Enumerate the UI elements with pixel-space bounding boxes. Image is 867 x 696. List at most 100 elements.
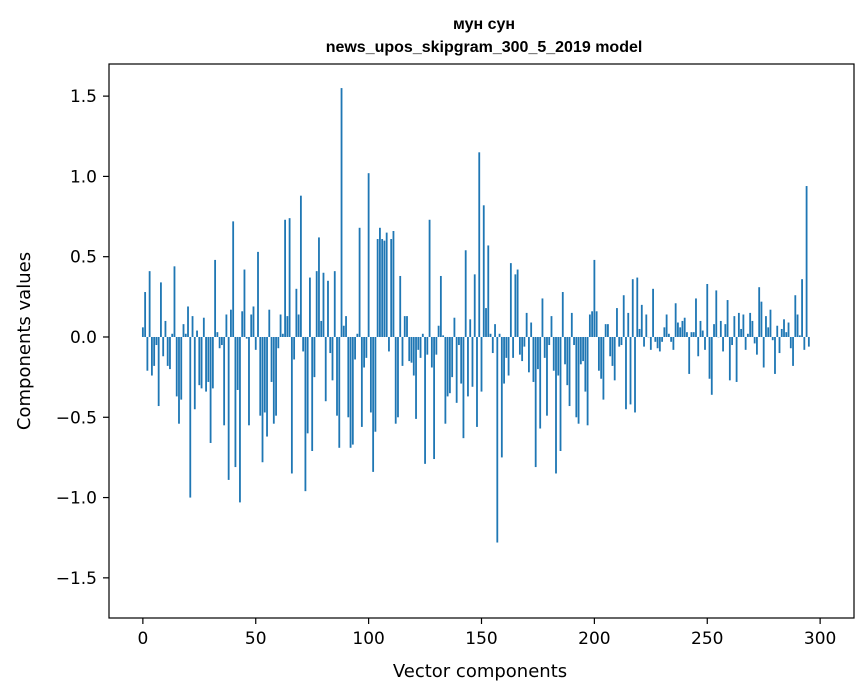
bar-269	[749, 312, 752, 337]
bar-177	[541, 298, 544, 337]
bar-97	[360, 336, 363, 427]
bar-294	[805, 186, 808, 337]
bar-107	[383, 240, 386, 337]
bar-95	[356, 333, 359, 337]
bar-146	[471, 336, 474, 387]
bar-14	[173, 266, 176, 337]
x-tick-label: 200	[578, 629, 610, 649]
bar-143	[464, 250, 467, 337]
bar-229	[658, 336, 661, 352]
bar-173	[532, 336, 535, 382]
bar-216	[629, 336, 632, 405]
bar-147	[473, 274, 476, 337]
bar-250	[706, 283, 709, 337]
bar-45	[243, 269, 246, 337]
bar-223	[645, 314, 648, 337]
bar-149	[478, 152, 481, 337]
bar-98	[363, 336, 366, 368]
bar-211	[618, 336, 621, 347]
x-axis-label: Vector components	[393, 661, 567, 682]
bar-39	[230, 309, 232, 337]
bar-33	[216, 332, 219, 337]
bar-71	[302, 336, 305, 352]
bar-233	[667, 333, 670, 337]
bar-290	[796, 314, 799, 337]
bar-55	[266, 336, 268, 437]
bar-137	[451, 336, 454, 378]
bar-90	[345, 316, 347, 337]
bar-206	[607, 324, 609, 337]
bar-153	[487, 245, 490, 337]
bar-198	[588, 314, 591, 337]
bar-213	[622, 295, 625, 337]
bar-249	[704, 336, 706, 350]
bar-202	[597, 336, 600, 371]
bar-182	[552, 336, 555, 371]
bar-247	[699, 320, 702, 337]
bar-102	[372, 336, 375, 472]
bar-89	[342, 325, 345, 337]
bar-187	[564, 336, 566, 365]
bar-29	[207, 336, 210, 382]
bar-58	[272, 336, 275, 424]
x-tick-label: 300	[804, 629, 836, 649]
y-tick-label: −1.5	[56, 569, 97, 589]
bar-289	[794, 295, 797, 337]
bar-203	[600, 336, 603, 379]
bar-113	[397, 336, 399, 418]
bar-118	[408, 336, 411, 362]
bar-275	[762, 336, 765, 368]
bar-61	[279, 314, 282, 337]
bar-101	[369, 336, 372, 413]
bar-24	[196, 330, 198, 337]
bar-27	[202, 317, 205, 337]
bar-264	[737, 312, 740, 337]
bar-254	[715, 290, 718, 337]
bar-158	[498, 333, 501, 337]
bar-88	[340, 88, 343, 337]
bar-232	[665, 314, 668, 337]
bar-251	[708, 336, 711, 379]
bar-169	[523, 336, 526, 347]
bar-26	[200, 336, 203, 389]
bar-49	[252, 306, 255, 337]
bar-195	[582, 336, 584, 362]
bar-77	[315, 271, 318, 337]
bar-87	[338, 336, 341, 448]
bar-172	[530, 322, 533, 337]
bar-54	[263, 336, 266, 413]
bar-226	[652, 288, 654, 337]
bar-180	[548, 336, 551, 346]
bar-192	[575, 336, 578, 418]
bar-15	[175, 336, 178, 397]
bar-82	[327, 280, 329, 337]
bar-10	[164, 320, 167, 337]
bar-283	[780, 328, 783, 337]
bar-111	[392, 231, 395, 337]
bar-1	[144, 292, 147, 337]
bar-43	[239, 336, 241, 503]
bar-210	[616, 308, 618, 337]
bar-220	[638, 328, 641, 337]
bar-134	[444, 336, 447, 424]
y-tick-label: 0.5	[70, 248, 97, 268]
bar-138	[453, 317, 456, 337]
bar-196	[584, 336, 587, 392]
bar-174	[534, 336, 537, 468]
bar-112	[394, 336, 397, 424]
y-tick-label: 0.0	[70, 328, 97, 348]
bar-23	[193, 336, 196, 410]
bar-74	[309, 277, 311, 337]
bar-266	[742, 314, 745, 337]
bar-53	[261, 336, 264, 463]
bar-144	[467, 336, 469, 397]
bar-285	[785, 332, 788, 337]
bar-268	[746, 333, 749, 337]
bar-104	[376, 239, 379, 337]
bar-209	[613, 336, 616, 381]
bar-40	[232, 221, 235, 337]
bar-94	[354, 336, 356, 360]
bar-86	[336, 336, 338, 416]
bar-241	[686, 332, 688, 337]
bar-256	[719, 320, 722, 337]
